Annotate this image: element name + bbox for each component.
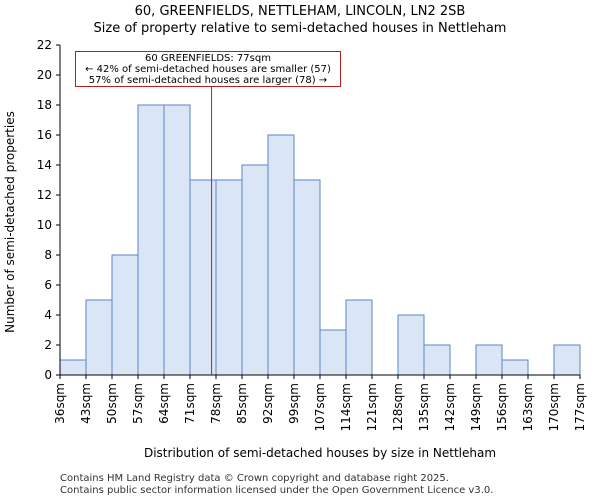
x-axis-label: Distribution of semi-detached houses by … — [143, 446, 497, 460]
histogram-bar — [553, 344, 581, 376]
chart-title-line2: Size of property relative to semi-detach… — [93, 21, 507, 36]
histogram-bar — [85, 299, 113, 376]
histogram-bar — [501, 359, 529, 376]
x-tick-label: 71sqm — [183, 383, 197, 424]
histogram-bar — [267, 134, 295, 376]
histogram-bar — [397, 314, 425, 376]
histogram-bar — [215, 179, 243, 376]
histogram-bar — [241, 164, 269, 376]
histogram-bar — [189, 179, 217, 376]
y-tick-label: 12 — [37, 188, 52, 202]
x-tick-label: 78sqm — [209, 383, 223, 424]
x-tick-label: 156sqm — [495, 383, 509, 431]
x-tick-label: 135sqm — [417, 383, 431, 431]
x-tick-label: 114sqm — [339, 383, 353, 431]
annotation-line-1: 60 GREENFIELDS: 77sqm — [145, 53, 271, 64]
histogram-bar — [475, 344, 503, 376]
y-tick-label: 16 — [37, 128, 52, 142]
y-tick-label: 20 — [37, 68, 52, 82]
y-tick-label: 18 — [37, 98, 52, 112]
y-axis-label: Number of semi-detached properties — [3, 111, 17, 333]
y-tick-label: 6 — [44, 278, 52, 292]
x-tick-label: 170sqm — [547, 383, 561, 431]
histogram-bar — [345, 299, 373, 376]
x-tick-label: 36sqm — [53, 383, 67, 424]
y-tick-label: 0 — [44, 368, 52, 382]
histogram-bar — [111, 254, 139, 376]
y-tick-label: 14 — [37, 158, 52, 172]
histogram-bar — [293, 179, 321, 376]
histogram-bar — [423, 344, 451, 376]
x-tick-label: 43sqm — [79, 383, 93, 424]
footer-licence: Contains public sector information licen… — [60, 485, 494, 496]
x-tick-label: 50sqm — [105, 383, 119, 424]
annotation-line-3: 57% of semi-detached houses are larger (… — [88, 75, 328, 86]
annotation-line-2: ← 42% of semi-detached houses are smalle… — [85, 64, 331, 75]
x-tick-label: 85sqm — [235, 383, 249, 424]
x-tick-label: 107sqm — [313, 383, 327, 431]
x-tick-label: 64sqm — [157, 383, 171, 424]
histogram-bar — [163, 104, 191, 376]
x-tick-label: 121sqm — [365, 383, 379, 431]
x-tick-label: 92sqm — [261, 383, 275, 424]
x-tick-label: 149sqm — [469, 383, 483, 431]
y-tick-label: 10 — [37, 218, 52, 232]
y-tick-label: 4 — [44, 308, 52, 322]
y-tick-label: 8 — [44, 248, 52, 262]
x-tick-label: 177sqm — [573, 383, 587, 431]
property-annotation-box: 60 GREENFIELDS: 77sqm ← 42% of semi-deta… — [75, 51, 341, 87]
x-tick-label: 128sqm — [391, 383, 405, 431]
histogram-bar — [137, 104, 165, 376]
x-tick-label: 57sqm — [131, 383, 145, 424]
histogram-bar — [319, 329, 347, 376]
footer-copyright: Contains HM Land Registry data © Crown c… — [60, 473, 449, 484]
histogram-bar — [59, 359, 87, 376]
x-tick-label: 99sqm — [287, 383, 301, 424]
x-tick-label: 142sqm — [443, 383, 457, 431]
y-tick-label: 2 — [44, 338, 52, 352]
y-tick-label: 22 — [37, 38, 52, 52]
chart-title-line1: 60, GREENFIELDS, NETTLEHAM, LINCOLN, LN2… — [134, 4, 466, 19]
x-tick-label: 163sqm — [521, 383, 535, 431]
